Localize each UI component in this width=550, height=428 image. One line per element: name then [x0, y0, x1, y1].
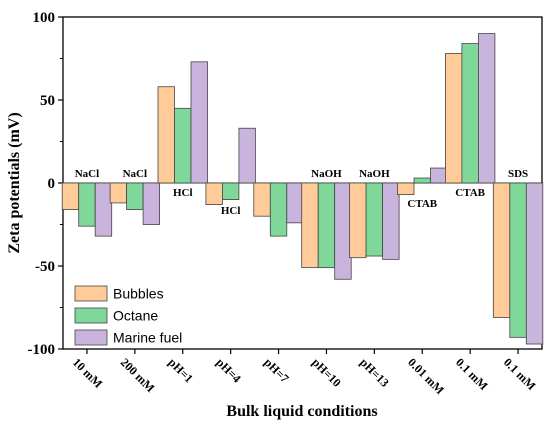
legend: Bubbles Octane Marine fuel: [74, 285, 182, 346]
x-tick-label: 200 mM: [118, 355, 158, 395]
bar-octane: [317, 182, 336, 269]
x-tick-label: pH=7: [261, 355, 291, 385]
condition-annotation: NaOH: [311, 168, 342, 180]
x-tick-label: 10 mM: [70, 355, 106, 391]
bar-bubbles: [61, 182, 80, 210]
bar-bubbles: [109, 182, 127, 204]
bar-octane: [174, 107, 192, 184]
bars: [61, 33, 544, 345]
y-axis: -100 -50 0 50 100: [28, 10, 63, 358]
condition-annotation: HCl: [173, 187, 193, 199]
condition-annotation: NaCl: [75, 168, 99, 180]
x-tick-label: 0.1 mM: [501, 355, 539, 393]
condition-annotation: NaCl: [123, 168, 147, 180]
bar-marine-fuel: [334, 182, 352, 280]
bar-octane: [413, 177, 431, 184]
bar-octane: [269, 182, 288, 237]
bar-marine-fuel: [430, 167, 448, 184]
legend-swatch: [74, 285, 108, 302]
bar-marine-fuel: [238, 127, 256, 184]
condition-annotation: CTAB: [407, 198, 437, 210]
y-tick-label: 50: [40, 93, 55, 109]
x-tick-label: 0.1 mM: [453, 355, 491, 393]
x-axis: 10 mM 200 mM pH=1 pH=4 pH=7 pH=10 pH=13 0.01 mM…: [70, 349, 539, 397]
legend-swatch: [74, 307, 108, 324]
bar-bubbles: [301, 182, 319, 269]
bar-octane: [461, 43, 479, 184]
bar-bubbles: [492, 182, 511, 318]
bar-marine-fuel: [477, 33, 496, 184]
bar-bubbles: [253, 182, 271, 217]
x-tick-label: pH=4: [214, 355, 244, 385]
y-axis-title: Zeta potentials (mV): [6, 112, 23, 253]
bar-marine-fuel: [190, 61, 208, 184]
condition-annotation: NaOH: [359, 168, 390, 180]
condition-annotation: CTAB: [455, 187, 485, 199]
bar-marine-fuel: [142, 182, 161, 225]
legend-label: Octane: [113, 308, 158, 324]
legend-swatch: [74, 329, 108, 346]
bar-octane: [221, 182, 240, 201]
bar-bubbles: [444, 53, 463, 184]
bar-marine-fuel: [382, 182, 400, 260]
legend-label: Bubbles: [113, 286, 164, 302]
y-tick-label: -100: [28, 342, 56, 358]
x-axis-title: Bulk liquid conditions: [226, 403, 377, 420]
x-tick-label: pH=1: [166, 355, 196, 385]
bar-octane: [78, 182, 96, 227]
condition-annotation: HCl: [221, 205, 241, 217]
bar-marine-fuel: [286, 182, 304, 224]
bar-octane: [509, 182, 527, 338]
y-tick-label: -50: [35, 259, 55, 275]
bar-bubbles: [397, 182, 415, 196]
bar-octane: [365, 182, 384, 257]
y-tick-label: 100: [33, 10, 56, 26]
y-tick-label: 0: [48, 176, 56, 192]
x-tick-label: 0.01 mM: [405, 355, 447, 397]
bar-bubbles: [205, 182, 223, 205]
bar-bubbles: [157, 86, 175, 184]
condition-annotation: SDS: [508, 168, 528, 180]
condition-annotations: NaCl NaCl HCl HCl NaOH NaOH CTAB CTAB SDS: [75, 168, 528, 217]
x-tick-label: pH=10: [309, 355, 344, 390]
bar-marine-fuel: [94, 182, 113, 237]
legend-label: Marine fuel: [113, 330, 182, 346]
x-tick-label: pH=13: [357, 355, 392, 390]
bar-marine-fuel: [525, 182, 544, 345]
bar-bubbles: [349, 182, 367, 259]
bar-octane: [126, 182, 144, 210]
